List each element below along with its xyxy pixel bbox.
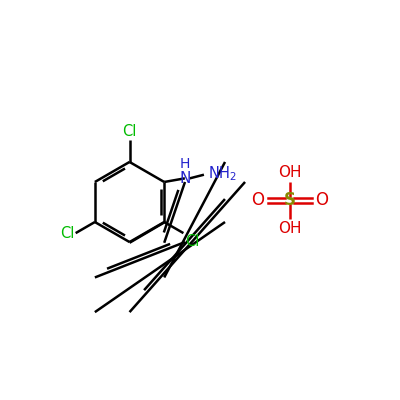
Text: Cl: Cl: [185, 234, 199, 249]
Text: H: H: [180, 157, 190, 171]
Text: Cl: Cl: [122, 124, 137, 139]
Text: N: N: [179, 171, 190, 186]
Text: OH: OH: [278, 222, 302, 236]
Text: NH$_2$: NH$_2$: [208, 165, 237, 184]
Text: O: O: [252, 192, 264, 210]
Text: O: O: [315, 192, 328, 210]
Text: Cl: Cl: [60, 226, 74, 241]
Text: S: S: [284, 192, 296, 210]
Text: OH: OH: [278, 164, 302, 180]
